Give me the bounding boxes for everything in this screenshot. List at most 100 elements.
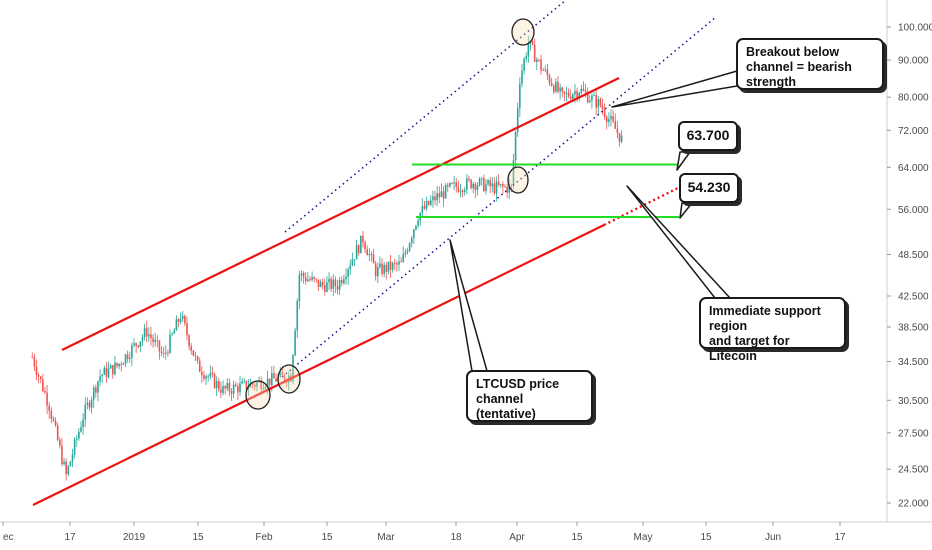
dotted-channel-lower — [281, 16, 717, 378]
candle-body — [610, 116, 612, 120]
candle-body — [519, 83, 521, 109]
candle-body — [294, 330, 296, 356]
time-tick-label: May — [634, 532, 653, 543]
candle-body — [593, 95, 595, 96]
touch-circle — [277, 364, 301, 394]
candle-body — [406, 250, 409, 253]
candle-body — [525, 56, 527, 59]
candle-body — [434, 196, 436, 201]
candle-body — [540, 59, 542, 71]
candle-body — [480, 178, 483, 179]
candle-body — [88, 402, 91, 408]
candle-body — [48, 405, 50, 411]
candle-body — [377, 266, 379, 277]
candle-body — [196, 356, 199, 361]
candle-body — [33, 357, 36, 367]
candle-body — [247, 387, 250, 390]
candle-body — [42, 379, 44, 392]
candle-body — [173, 330, 176, 334]
candle-body — [128, 358, 131, 360]
touch-circle — [507, 166, 529, 194]
time-tick-label: Jun — [765, 532, 781, 543]
candle-body — [75, 438, 78, 440]
candle-body — [421, 206, 424, 213]
candle-body — [184, 315, 186, 324]
level-label-lower: 54.230 — [679, 173, 739, 203]
candle-body — [489, 180, 491, 187]
price-tick-label: 22.000 — [898, 499, 929, 510]
candle-body — [349, 265, 352, 270]
candle-body — [143, 328, 146, 338]
candle-body — [232, 384, 235, 394]
candle-body — [279, 371, 282, 377]
candle-body — [340, 279, 343, 284]
candle-body — [190, 346, 193, 351]
candle-body — [565, 92, 568, 94]
touch-point-markers — [245, 18, 535, 410]
candle-body — [580, 88, 583, 93]
candle-body — [381, 263, 383, 274]
candle-body — [319, 281, 322, 288]
candle-body — [211, 372, 214, 375]
candle-body — [260, 380, 262, 390]
candle-body — [264, 387, 267, 389]
candle-body — [457, 186, 460, 192]
candle-body — [59, 439, 61, 446]
candle-body — [65, 461, 67, 475]
candle-body — [135, 343, 137, 346]
candle-body — [126, 354, 129, 360]
touch-circle — [511, 18, 535, 46]
candle-body — [446, 184, 449, 187]
candle-body — [550, 82, 553, 86]
candle-body — [249, 383, 252, 388]
candle-body — [605, 116, 608, 123]
candle-body — [402, 254, 405, 262]
time-tick-label: 17 — [64, 532, 76, 543]
candle-body — [262, 388, 265, 390]
candle-body — [374, 263, 377, 277]
candle-body — [311, 277, 313, 280]
candle-body — [141, 337, 144, 342]
time-tick-label: 15 — [192, 532, 204, 543]
candle-body — [203, 375, 205, 379]
candle-body — [584, 90, 587, 93]
candle-body — [449, 183, 451, 187]
candle-body — [366, 249, 368, 256]
candle-body — [338, 279, 341, 290]
candle-body — [531, 41, 534, 45]
candle-body — [483, 178, 485, 192]
candle-body — [561, 87, 564, 92]
candle-body — [383, 264, 385, 274]
candle-body — [31, 357, 34, 358]
candle-body — [82, 419, 84, 428]
candle-body — [54, 420, 57, 426]
candle-body — [595, 95, 597, 108]
time-tick-label: 18 — [450, 532, 462, 543]
breakout-callout: Breakout below channel = bearish strengt… — [736, 38, 884, 90]
price-tick-label: 30.500 — [898, 396, 929, 407]
candle-body — [506, 186, 508, 193]
candle-body — [324, 285, 326, 292]
candle-body — [548, 75, 551, 83]
candle-body — [92, 387, 95, 400]
candle-body — [37, 375, 40, 377]
candle-body — [514, 131, 517, 161]
candle-body — [502, 184, 504, 187]
candle-body — [332, 279, 335, 289]
candle-body — [307, 279, 309, 282]
candle-body — [430, 200, 432, 205]
candle-body — [150, 334, 152, 339]
candle-body — [256, 382, 258, 387]
candle-body — [44, 391, 46, 393]
candle-body — [601, 105, 604, 110]
candle-body — [440, 191, 443, 198]
candle-body — [410, 238, 413, 244]
time-tick-label: ec — [3, 532, 14, 543]
level-upper-pointer — [676, 151, 691, 171]
candle-body — [512, 160, 515, 185]
candle-body — [597, 99, 600, 108]
candle-body — [444, 184, 447, 199]
candle-body — [586, 92, 589, 103]
candle-body — [39, 376, 42, 380]
candle-body — [453, 182, 455, 184]
